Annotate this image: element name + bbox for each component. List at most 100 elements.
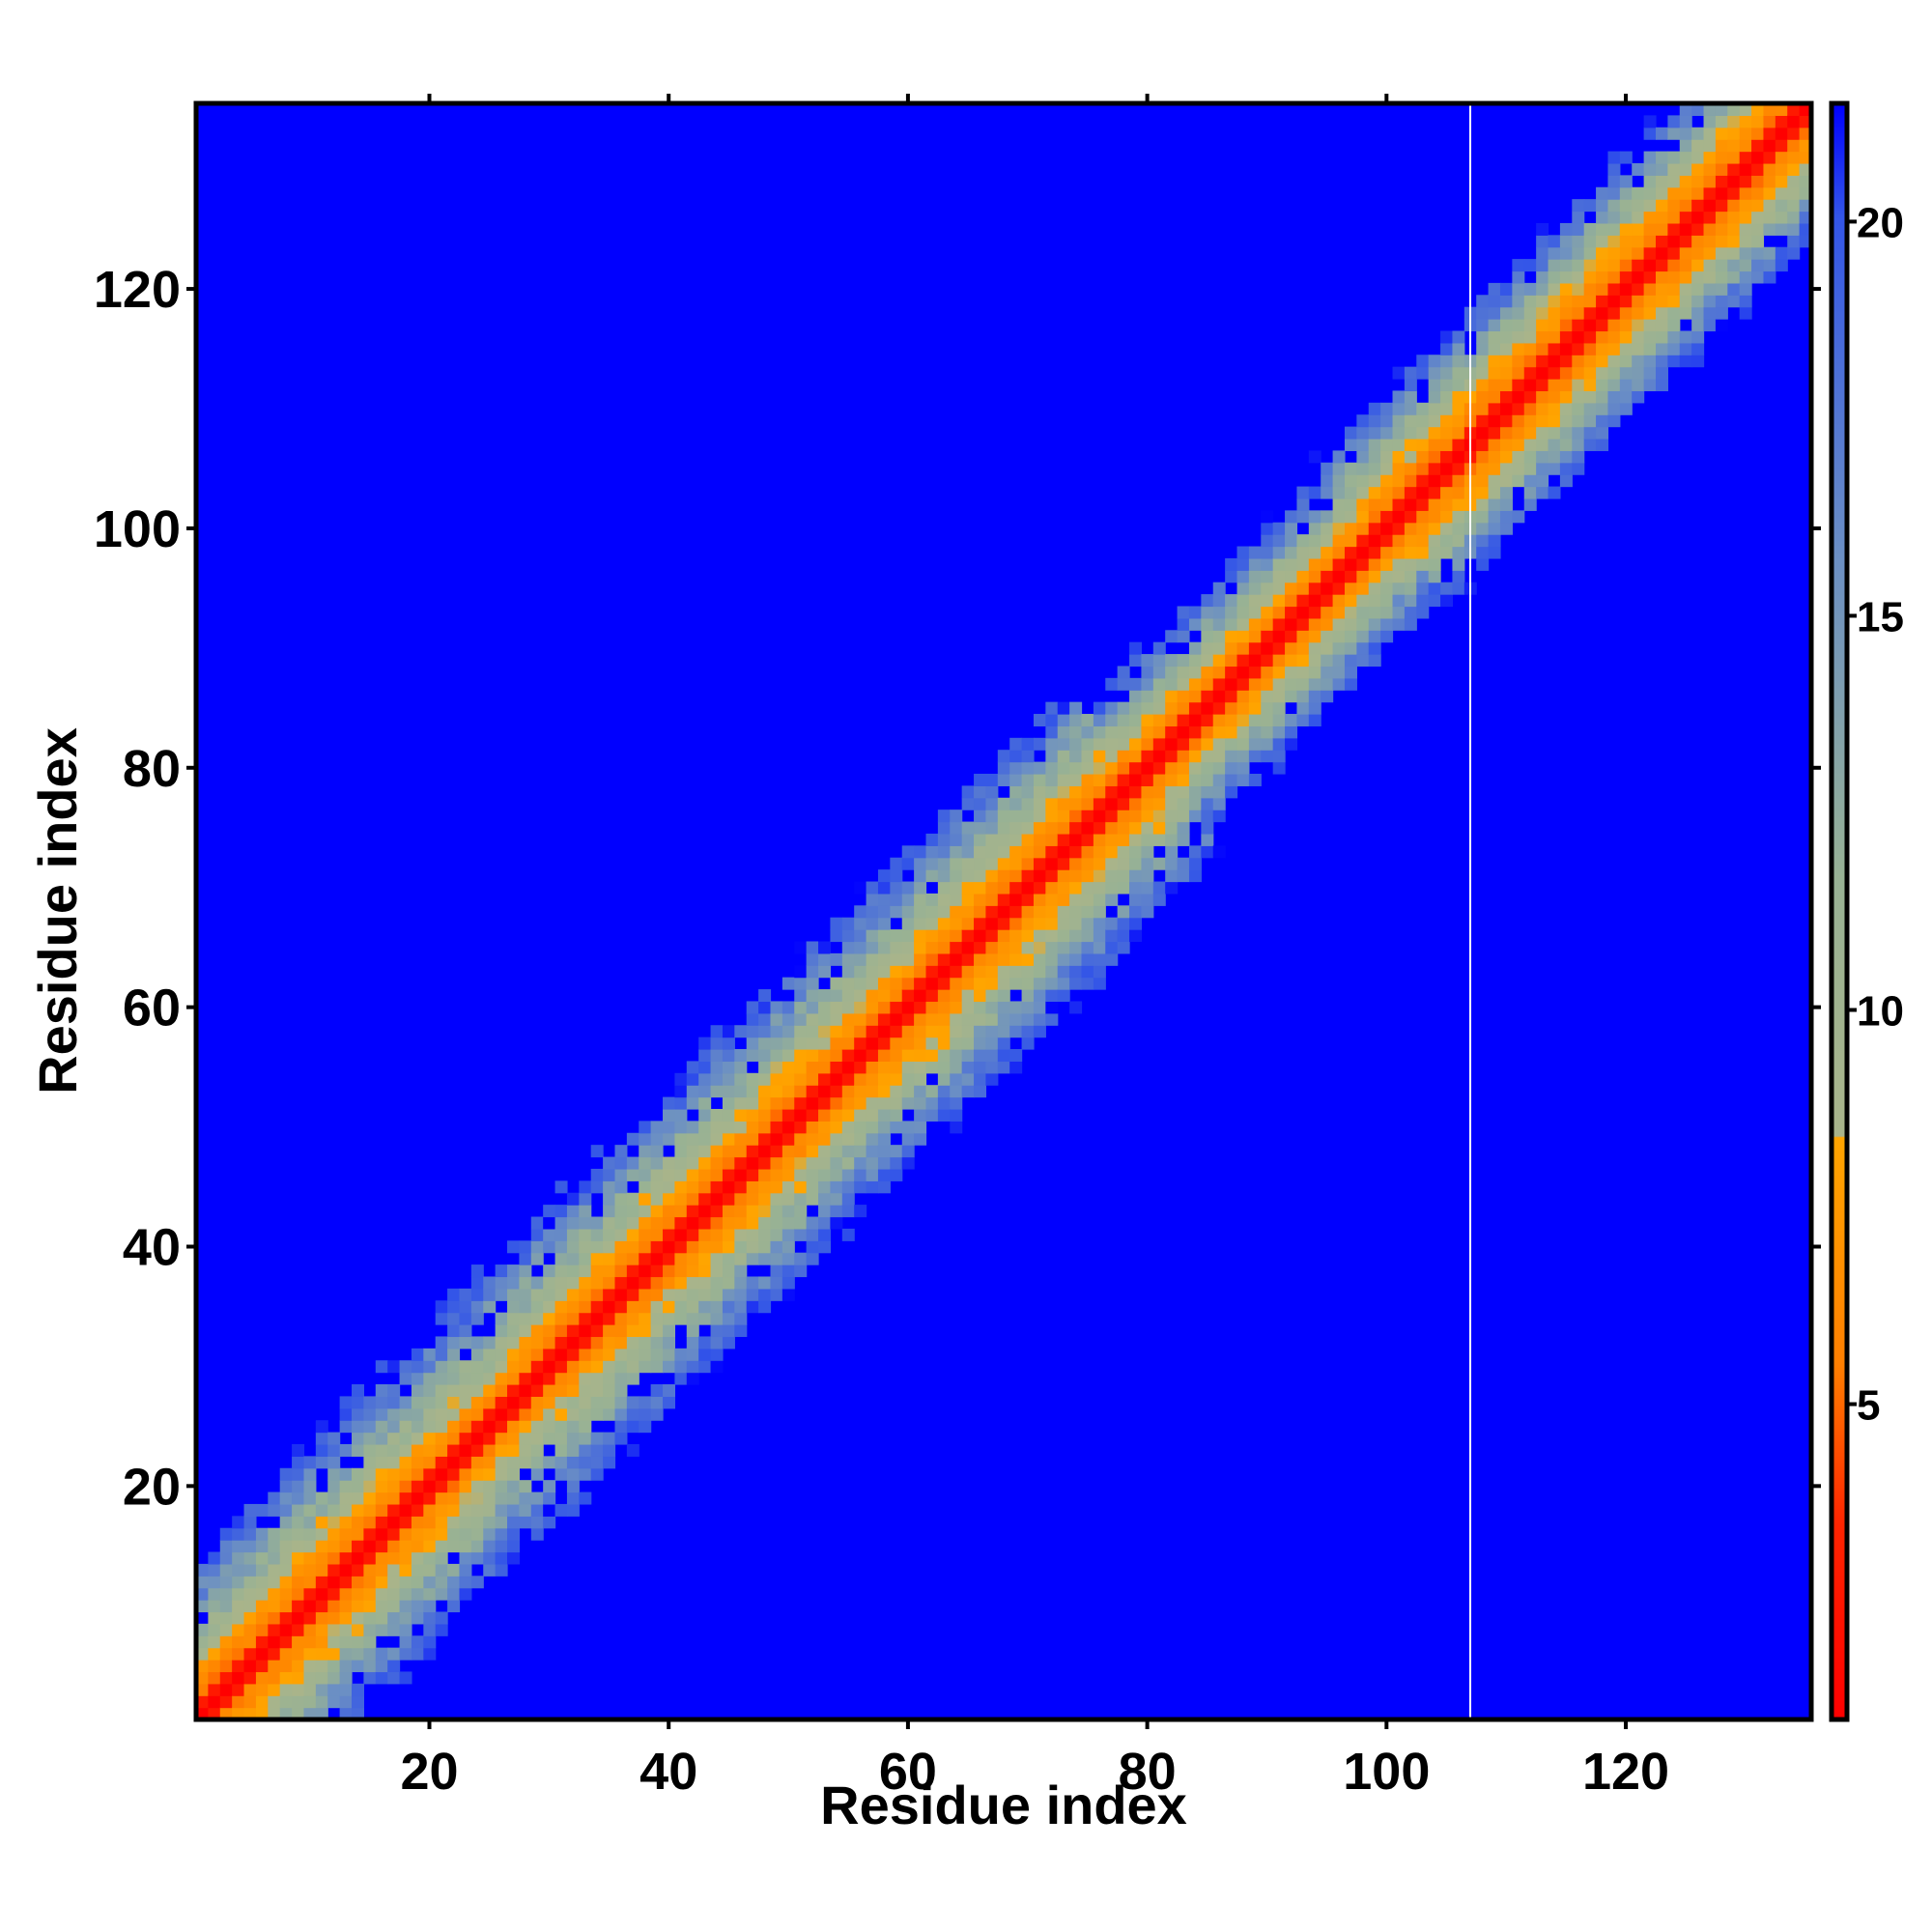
heatmap-cell xyxy=(232,1671,245,1685)
heatmap-cell xyxy=(387,1600,401,1613)
heatmap-cell xyxy=(447,1432,461,1445)
heatmap-cell xyxy=(1476,522,1490,535)
heatmap-cell xyxy=(1225,761,1238,775)
heatmap-cell xyxy=(781,1145,795,1158)
heatmap-cell xyxy=(554,1228,568,1241)
heatmap-cell xyxy=(435,1432,448,1445)
heatmap-cell xyxy=(1440,594,1454,608)
heatmap-cell xyxy=(1703,139,1717,153)
heatmap-cell xyxy=(423,1576,437,1589)
heatmap-cell xyxy=(352,1635,364,1649)
heatmap-cell xyxy=(1643,342,1657,355)
heatmap-cell xyxy=(423,1432,437,1445)
heatmap-cell xyxy=(854,881,867,895)
heatmap-cell xyxy=(1201,785,1214,799)
heatmap-cell xyxy=(1045,785,1059,799)
heatmap-cell xyxy=(950,965,963,979)
heatmap-cell xyxy=(519,1324,532,1338)
heatmap-cell xyxy=(339,1647,353,1661)
heatmap-cell xyxy=(818,1025,832,1038)
heatmap-cell xyxy=(626,1324,639,1338)
heatmap-cell xyxy=(1356,510,1370,524)
heatmap-cell xyxy=(470,1432,484,1445)
heatmap-cell xyxy=(554,1407,568,1421)
heatmap-cell xyxy=(974,810,987,823)
heatmap-cell xyxy=(997,797,1010,810)
heatmap-cell xyxy=(1476,330,1490,344)
heatmap-cell xyxy=(925,833,939,846)
heatmap-cell xyxy=(411,1467,424,1481)
heatmap-cell xyxy=(1248,725,1262,739)
heatmap-cell xyxy=(854,1108,867,1122)
heatmap-cell xyxy=(208,1587,221,1601)
heatmap-cell xyxy=(781,1168,795,1181)
heatmap-cell xyxy=(1321,474,1334,488)
heatmap-cell xyxy=(363,1503,377,1517)
heatmap-cell xyxy=(985,952,999,966)
heatmap-cell xyxy=(1440,330,1454,344)
heatmap-cell xyxy=(279,1671,293,1685)
heatmap-cell xyxy=(1655,295,1668,308)
heatmap-cell xyxy=(650,1145,664,1158)
heatmap-cell xyxy=(1428,510,1441,524)
heatmap-cell xyxy=(327,1660,341,1673)
heatmap-cell xyxy=(554,1432,568,1445)
heatmap-cell xyxy=(255,1695,269,1709)
heatmap-cell xyxy=(255,1707,269,1719)
heatmap-cell xyxy=(375,1563,388,1577)
heatmap-cell xyxy=(1201,773,1214,786)
heatmap-cell xyxy=(1225,594,1238,608)
heatmap-cell xyxy=(1488,319,1501,332)
heatmap-cell xyxy=(1476,486,1490,499)
heatmap-cell xyxy=(1212,606,1226,619)
heatmap-cell xyxy=(961,845,975,859)
heatmap-cell xyxy=(1177,701,1190,715)
heatmap-cell xyxy=(1727,211,1741,224)
heatmap-cell xyxy=(1583,295,1597,308)
heatmap-cell xyxy=(1285,582,1298,595)
heatmap-cell xyxy=(1499,330,1513,344)
heatmap-cell xyxy=(1021,785,1035,799)
heatmap-cell xyxy=(781,1228,795,1241)
heatmap-cell xyxy=(423,1635,437,1649)
heatmap-cell xyxy=(1188,641,1202,655)
heatmap-cell xyxy=(1081,869,1094,883)
heatmap-cell xyxy=(292,1647,305,1661)
heatmap-cell xyxy=(519,1384,532,1397)
heatmap-cell xyxy=(614,1348,628,1361)
heatmap-cell xyxy=(1499,355,1513,368)
heatmap-cell xyxy=(830,1180,843,1194)
heatmap-cell xyxy=(818,1145,832,1158)
heatmap-cell xyxy=(901,941,915,954)
heatmap-cell xyxy=(1751,270,1765,284)
heatmap-cell xyxy=(1117,797,1130,810)
heatmap-cell xyxy=(794,1072,808,1086)
heatmap-cell xyxy=(447,1396,461,1409)
heatmap-cell xyxy=(566,1492,580,1505)
heatmap-cell xyxy=(1392,522,1406,535)
heatmap-cell xyxy=(1105,773,1119,786)
heatmap-cell xyxy=(1261,630,1274,643)
heatmap-cell xyxy=(387,1492,401,1505)
heatmap-cell xyxy=(1512,474,1525,488)
heatmap-cell xyxy=(399,1587,412,1601)
heatmap-cell xyxy=(950,1061,963,1074)
heatmap-cell xyxy=(243,1540,257,1553)
heatmap-cell xyxy=(734,1240,748,1254)
heatmap-cell xyxy=(1105,941,1119,954)
heatmap-cell xyxy=(854,1025,867,1038)
heatmap-cell xyxy=(1404,438,1417,451)
heatmap-cell xyxy=(961,821,975,835)
heatmap-cell xyxy=(639,1288,652,1301)
heatmap-cell xyxy=(722,1025,735,1038)
heatmap-cell xyxy=(1117,833,1130,846)
heatmap-cell xyxy=(997,977,1010,990)
heatmap-cell xyxy=(1188,845,1202,859)
heatmap-cell xyxy=(1033,833,1046,846)
heatmap-cell xyxy=(255,1600,269,1613)
heatmap-cell xyxy=(914,1132,927,1146)
heatmap-cell xyxy=(650,1216,664,1230)
heatmap-cell xyxy=(1572,306,1585,320)
heatmap-cell xyxy=(483,1480,497,1493)
heatmap-cell xyxy=(1715,139,1728,153)
